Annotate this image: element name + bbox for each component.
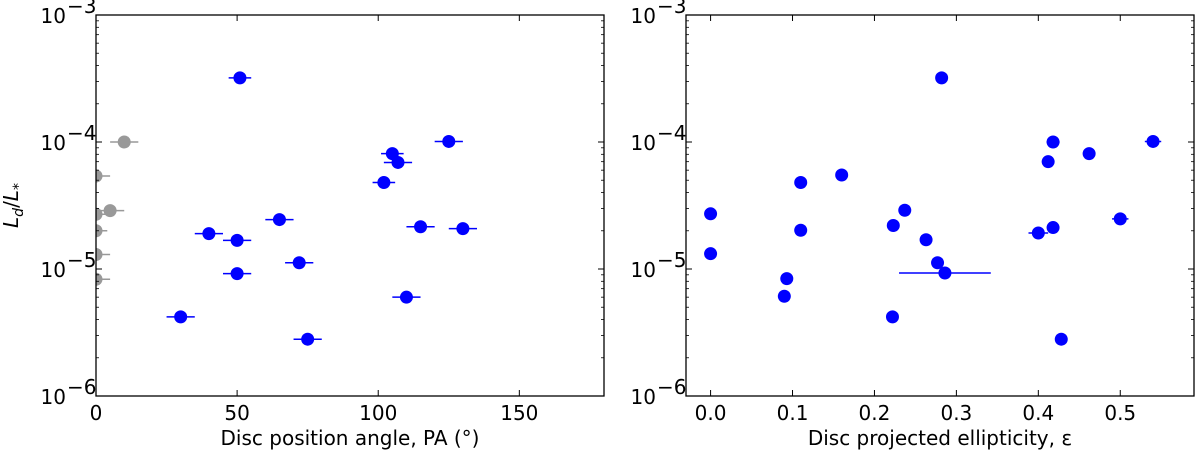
- right-data-point: [1046, 135, 1060, 149]
- left-x-tick-label: 150: [500, 401, 538, 425]
- left-data-point: [96, 207, 103, 221]
- left-data-point: [117, 135, 131, 149]
- left-y-label-subscript: d: [11, 208, 27, 217]
- right-y-tick-label: 10: [631, 385, 656, 409]
- left-y-tick-label: 10: [41, 385, 66, 409]
- right-y-tick-exponent: −6: [657, 375, 686, 399]
- left-data-point: [96, 224, 103, 238]
- right-data-point: [1041, 155, 1055, 169]
- left-data-point: [230, 233, 244, 247]
- left-data-point: [202, 227, 216, 241]
- left-x-tick-label: 50: [224, 401, 249, 425]
- right-x-tick-label: 0.0: [695, 401, 727, 425]
- left-data-point: [399, 290, 413, 304]
- right-data-point: [1146, 134, 1160, 148]
- right-y-tick-label: 10: [631, 4, 656, 28]
- left-data-point: [391, 155, 405, 169]
- right-x-tick-label: 0.2: [859, 401, 891, 425]
- right-y-tick-label: 10: [631, 258, 656, 282]
- left-x-axis-label: Disc position angle, PA (°): [221, 426, 480, 450]
- right-data-point: [1113, 212, 1127, 226]
- left-y-label-part: L: [0, 217, 23, 228]
- left-data-point: [230, 267, 244, 281]
- left-y-tick-label: 10: [41, 4, 66, 28]
- right-data-point: [935, 71, 949, 85]
- left-x-tick-label: 0: [90, 401, 103, 425]
- right-data-point: [1082, 147, 1096, 161]
- right-data-layer: [704, 71, 1162, 346]
- left-y-tick-exponent: −4: [67, 121, 96, 145]
- left-data-point: [377, 175, 391, 189]
- right-data-point: [777, 289, 791, 303]
- right-data-point: [898, 203, 912, 217]
- left-data-point: [456, 222, 470, 236]
- left-data-point: [414, 220, 428, 234]
- right-data-point: [1054, 332, 1068, 346]
- left-y-tick-label: 10: [41, 131, 66, 155]
- left-y-label-slash: /: [0, 201, 23, 208]
- right-data-point: [794, 175, 808, 189]
- right-data-point: [1031, 226, 1045, 240]
- right-y-tick-exponent: −3: [657, 0, 686, 18]
- left-y-axis-label: Ld/L*: [0, 183, 27, 228]
- right-y-tick-label: 10: [631, 131, 656, 155]
- right-x-tick-label: 0.1: [777, 401, 809, 425]
- left-axes-frame: [95, 14, 605, 397]
- left-y-tick-label: 10: [41, 258, 66, 282]
- right-data-point: [919, 233, 933, 247]
- left-y-tick-exponent: −5: [67, 248, 96, 272]
- left-data-point: [103, 204, 117, 218]
- right-data-point: [780, 272, 794, 286]
- left-y-label-part: L: [0, 190, 23, 201]
- left-data-point: [301, 332, 315, 346]
- left-data-point: [96, 272, 103, 286]
- left-data-point: [233, 71, 247, 85]
- right-data-point: [1046, 221, 1060, 235]
- left-y-tick-exponent: −3: [67, 0, 96, 18]
- right-data-point: [794, 223, 808, 237]
- right-data-point: [835, 168, 849, 182]
- left-data-layer: [96, 71, 477, 346]
- right-x-tick-label: 0.5: [1104, 401, 1136, 425]
- right-y-tick-exponent: −4: [657, 121, 686, 145]
- right-data-point: [704, 207, 718, 221]
- right-data-point: [704, 247, 718, 261]
- right-x-tick-label: 0.3: [940, 401, 972, 425]
- left-y-tick-exponent: −6: [67, 375, 96, 399]
- right-x-axis-label: Disc projected ellipticity, ε: [808, 426, 1072, 450]
- right-x-tick-label: 0.4: [1022, 401, 1054, 425]
- right-data-point: [931, 256, 945, 270]
- right-axes-frame: [685, 14, 1195, 397]
- right-data-point: [886, 219, 900, 233]
- left-x-tick-label: 100: [359, 401, 397, 425]
- right-y-tick-exponent: −5: [657, 248, 686, 272]
- left-data-point: [442, 134, 456, 148]
- left-y-label-subscript: *: [11, 183, 27, 190]
- right-data-point: [885, 310, 899, 324]
- right-data-point: [938, 266, 952, 280]
- left-data-point: [272, 213, 286, 227]
- left-data-point: [292, 256, 306, 270]
- left-data-point: [96, 248, 103, 262]
- left-data-point: [96, 169, 103, 183]
- left-data-point: [174, 310, 188, 324]
